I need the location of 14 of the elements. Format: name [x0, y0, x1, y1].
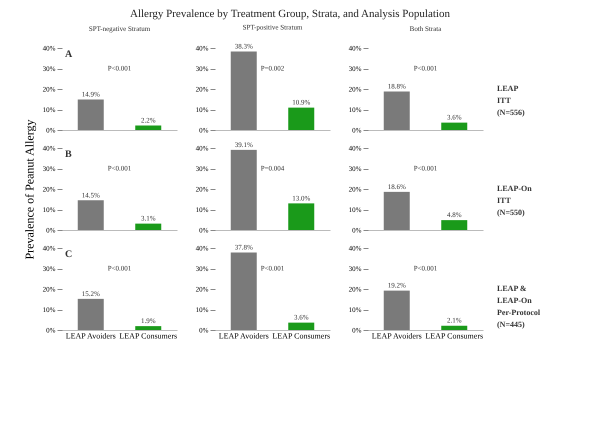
annotation: B: [65, 149, 72, 160]
y2-axis-title: LEAP ITT (N=556): [497, 84, 525, 117]
y2-axis-title: LEAP-On ITT (N=550): [497, 184, 532, 217]
annotation: C: [65, 249, 72, 260]
x-tick-label: LEAP Avoiders: [218, 332, 269, 340]
y-axis-title: Prevalence of Peanut Allergy: [22, 119, 37, 260]
annotation: A: [65, 49, 73, 60]
x-tick-label: LEAP Consumers: [425, 332, 484, 340]
y2-axis-title: LEAP & LEAP-On Per-Protocol (N=445): [497, 284, 541, 329]
x-tick-label: LEAP Consumers: [272, 332, 330, 340]
x-tick-label: LEAP Consumers: [119, 332, 178, 340]
x-tick-label: LEAP Avoiders: [66, 332, 116, 340]
x-tick-label: LEAP Avoiders: [372, 332, 422, 340]
text: Allergy Prevalence by Treatment Group, Strata, and Analysis Population: [129, 8, 451, 22]
